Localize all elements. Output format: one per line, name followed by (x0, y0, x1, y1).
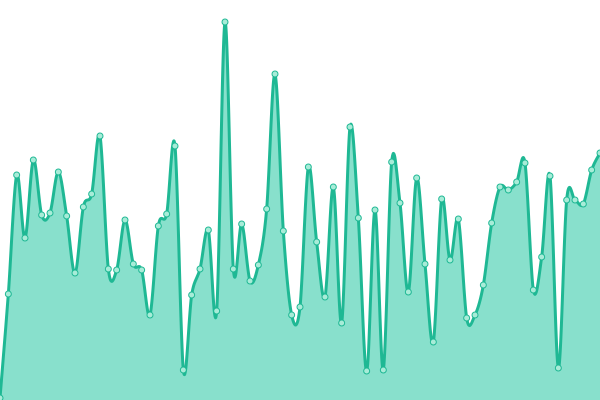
point (388, 158, 396, 166)
point (229, 265, 237, 273)
point (421, 260, 429, 268)
point (554, 364, 562, 372)
point (38, 211, 46, 219)
point (471, 311, 479, 319)
point (304, 163, 312, 171)
point (13, 171, 21, 179)
point (479, 281, 487, 289)
point (321, 293, 329, 301)
point (88, 190, 96, 198)
point (221, 18, 229, 26)
point (546, 172, 554, 180)
point (579, 200, 587, 208)
point (313, 238, 321, 246)
point (379, 366, 387, 374)
point (496, 183, 504, 191)
point (279, 227, 287, 235)
point (0, 394, 4, 400)
point (29, 156, 37, 164)
point (204, 226, 212, 234)
point (563, 196, 571, 204)
point (188, 291, 196, 299)
point (396, 199, 404, 207)
point (438, 195, 446, 203)
point (371, 206, 379, 214)
point (538, 253, 546, 261)
point (329, 183, 337, 191)
point (429, 338, 437, 346)
point (504, 186, 512, 194)
point (129, 260, 137, 268)
point (96, 132, 104, 140)
point (521, 159, 529, 167)
point (4, 290, 12, 298)
point (288, 311, 296, 319)
point (254, 261, 262, 269)
point (196, 265, 204, 273)
point (446, 256, 454, 264)
point (596, 149, 600, 157)
point (71, 269, 79, 277)
point (338, 319, 346, 327)
point (354, 214, 362, 222)
point (179, 366, 187, 374)
point (246, 277, 254, 285)
point (113, 266, 121, 274)
point (238, 220, 246, 228)
point (121, 216, 129, 224)
point (154, 222, 162, 230)
point (571, 196, 579, 204)
point (513, 178, 521, 186)
point (171, 142, 179, 150)
point (46, 209, 54, 217)
point (21, 234, 29, 242)
point (271, 70, 279, 78)
point (463, 314, 471, 322)
point (263, 205, 271, 213)
point (488, 219, 496, 227)
point (454, 215, 462, 223)
point (529, 286, 537, 294)
point (146, 311, 154, 319)
point (363, 367, 371, 375)
point (138, 266, 146, 274)
point (588, 166, 596, 174)
point (79, 203, 87, 211)
point (163, 210, 171, 218)
point (296, 303, 304, 311)
point (54, 168, 62, 176)
point (104, 265, 112, 273)
point (63, 212, 71, 220)
point (213, 307, 221, 315)
point (413, 174, 421, 182)
point (346, 123, 354, 131)
area (0, 21, 600, 400)
point (404, 288, 412, 296)
